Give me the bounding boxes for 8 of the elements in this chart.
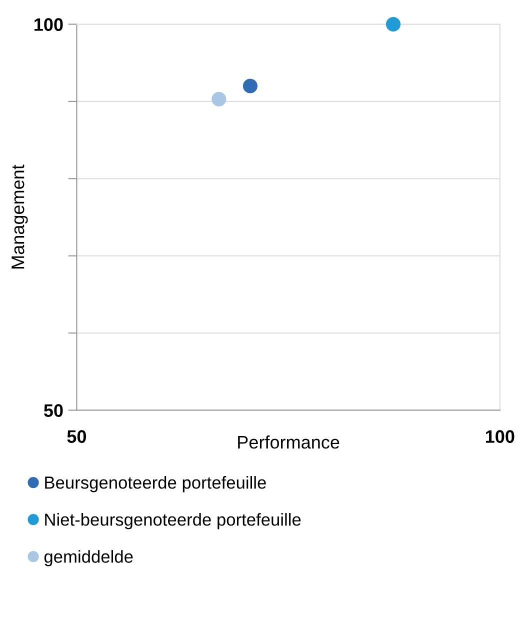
x-axis-title: Performance — [238, 435, 340, 449]
y-axis-title: Management — [12, 164, 28, 268]
legend-label: Beursgenoteerde portefeuille — [45, 476, 266, 492]
point — [242, 78, 258, 94]
legend-label: gemiddelde — [44, 550, 133, 566]
legend-label: Niet-beursgenoteerde portefeuille — [45, 513, 301, 530]
point — [212, 92, 226, 106]
point — [386, 16, 401, 32]
